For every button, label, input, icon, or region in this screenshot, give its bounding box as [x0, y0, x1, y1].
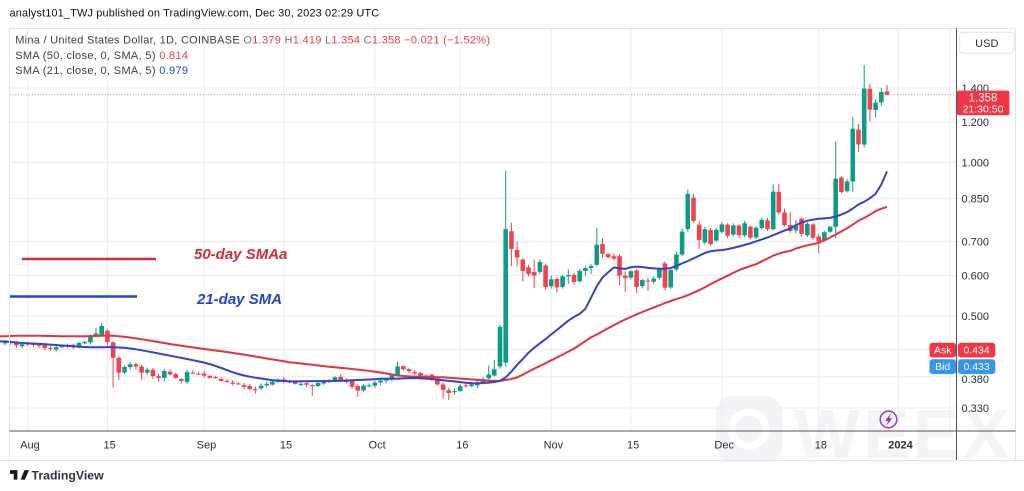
- svg-text:2024: 2024: [888, 440, 913, 452]
- svg-text:50-day SMAa: 50-day SMAa: [194, 246, 287, 263]
- svg-text:21:30:50: 21:30:50: [963, 104, 1004, 116]
- svg-text:0.500: 0.500: [962, 311, 990, 323]
- svg-text:1.200: 1.200: [962, 117, 990, 129]
- svg-text:0.330: 0.330: [962, 403, 990, 415]
- svg-text:SMA (50, close, 0, SMA, 5) 0.8: SMA (50, close, 0, SMA, 5) 0.814: [15, 50, 188, 62]
- svg-text:0.600: 0.600: [962, 271, 990, 283]
- svg-text:0.850: 0.850: [962, 194, 990, 206]
- svg-text:analyst101_TWJ published on Tr: analyst101_TWJ published on TradingView.…: [10, 8, 380, 20]
- svg-text:TradingView: TradingView: [32, 469, 105, 483]
- svg-text:18: 18: [815, 440, 827, 452]
- svg-text:15: 15: [103, 440, 115, 452]
- svg-text:Bid: Bid: [935, 361, 950, 373]
- svg-text:21-day SMA: 21-day SMA: [196, 291, 282, 308]
- svg-text:Ask: Ask: [934, 345, 952, 357]
- svg-text:Oct: Oct: [369, 440, 386, 452]
- svg-text:0.434: 0.434: [963, 345, 989, 357]
- svg-text:SMA (21, close, 0, SMA, 5) 0.9: SMA (21, close, 0, SMA, 5) 0.979: [15, 65, 188, 77]
- svg-text:15: 15: [280, 440, 292, 452]
- svg-text:Dec: Dec: [714, 440, 734, 452]
- svg-text:USD: USD: [975, 38, 998, 50]
- svg-text:Mina / United States Dollar, 1: Mina / United States Dollar, 1D, COINBAS…: [15, 35, 490, 47]
- svg-text:15: 15: [627, 440, 639, 452]
- svg-text:0.700: 0.700: [962, 237, 990, 249]
- svg-text:0.433: 0.433: [963, 361, 989, 373]
- svg-text:Aug: Aug: [20, 440, 40, 452]
- svg-text:1.358: 1.358: [969, 93, 998, 105]
- svg-text:0.380: 0.380: [962, 374, 990, 386]
- svg-text:1.000: 1.000: [962, 158, 990, 170]
- svg-text:Nov: Nov: [544, 440, 564, 452]
- svg-text:Sep: Sep: [197, 440, 217, 452]
- svg-text:16: 16: [456, 440, 468, 452]
